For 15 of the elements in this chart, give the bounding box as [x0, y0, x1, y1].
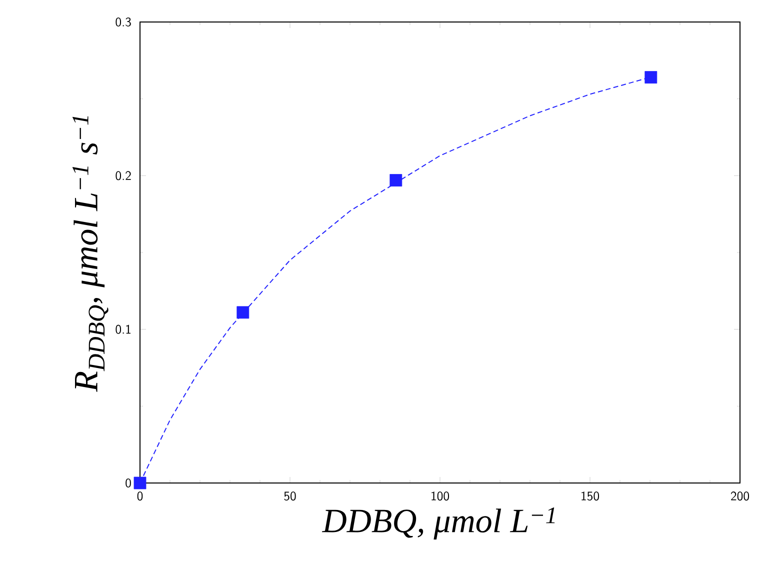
x-tick-label: 200	[730, 492, 749, 501]
point	[236, 306, 250, 319]
y-tick-label: 0	[126, 478, 131, 488]
x-axis-title: DDBQ, μmol L$^{−1}$	[322, 507, 555, 540]
x-tick-label: 150	[582, 492, 599, 501]
y-axis-title: R$_{DDBQ}$, μmol L$^{−1}$ s$^{−1}$	[72, 116, 108, 392]
x-tick-label: 50	[284, 492, 296, 501]
y-tick-label: 0.2	[116, 171, 131, 180]
x-tick-label: 0	[137, 492, 143, 501]
x-tick-label: 100	[432, 492, 450, 501]
y-tick-label: 0.1	[116, 324, 131, 334]
point	[390, 174, 402, 186]
y-tick-label: 0.3	[116, 17, 131, 27]
point	[134, 476, 146, 490]
point	[644, 71, 658, 84]
